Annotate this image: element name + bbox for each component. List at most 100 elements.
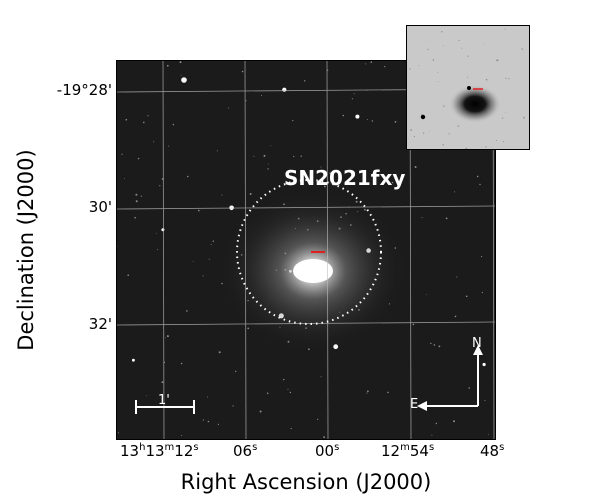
inset-background-star [485, 146, 487, 148]
background-star [249, 193, 252, 195]
background-star [454, 191, 456, 193]
inset-background-star [496, 140, 498, 141]
inset-background-star [465, 147, 468, 149]
inset-background-star [429, 130, 431, 132]
background-star [127, 274, 129, 276]
background-star [137, 157, 140, 160]
inset-background-star [485, 78, 488, 81]
background-star [283, 378, 285, 381]
background-star [384, 66, 386, 68]
background-star [431, 434, 433, 436]
background-star [198, 209, 200, 212]
compass-north-label: N [472, 336, 482, 351]
background-star [221, 194, 223, 196]
background-star [187, 175, 189, 178]
background-star [351, 98, 353, 100]
background-star [259, 410, 262, 413]
background-star [132, 358, 135, 362]
background-star [426, 294, 427, 295]
background-star [370, 61, 373, 63]
background-star [153, 141, 155, 143]
background-star [147, 115, 149, 117]
background-star [181, 435, 183, 436]
background-star [179, 61, 182, 64]
scale-bar-label: 1' [158, 393, 170, 408]
ra-tick-label: 48s [480, 442, 505, 460]
background-star [391, 181, 394, 184]
background-star [192, 261, 194, 262]
background-star [320, 376, 322, 378]
inset-background-star [496, 59, 498, 61]
inset-background-star [521, 48, 523, 50]
background-star [293, 155, 295, 158]
background-star [232, 405, 234, 407]
background-star [481, 291, 483, 294]
background-star [135, 193, 138, 196]
background-star [168, 145, 170, 147]
background-star [435, 422, 437, 425]
background-star [166, 335, 169, 338]
background-star [421, 217, 423, 219]
background-star [430, 342, 432, 345]
inset-background-star [458, 39, 460, 41]
background-star [117, 432, 119, 434]
background-star [456, 276, 458, 278]
host-galaxy-core [293, 259, 333, 283]
background-star [121, 153, 123, 155]
background-star [289, 391, 292, 394]
compass-east-label: E [410, 397, 419, 412]
inset-background-star [467, 76, 469, 78]
background-star [453, 420, 455, 423]
inset-background-star [409, 68, 411, 70]
background-star [155, 232, 157, 234]
background-star [320, 166, 322, 168]
background-star [261, 94, 262, 96]
scale-bar [135, 400, 195, 414]
background-star [267, 168, 269, 170]
background-star [117, 245, 118, 247]
background-star [438, 345, 441, 348]
ra-tick-label: 12m54s [381, 442, 435, 460]
inset-background-star [457, 125, 459, 127]
background-star [445, 217, 448, 220]
background-star [487, 434, 489, 436]
inset-background-star [504, 28, 506, 30]
background-star [134, 216, 136, 219]
sky-image [117, 61, 495, 439]
background-star [218, 351, 221, 354]
background-star [342, 114, 345, 117]
background-star [481, 255, 483, 258]
inset-background-star [523, 116, 525, 119]
background-star [245, 100, 247, 102]
inset-background-star [505, 77, 507, 79]
background-star [324, 185, 326, 188]
background-star [355, 114, 360, 119]
background-star [371, 120, 373, 122]
inset-image [409, 28, 525, 149]
background-star [143, 121, 145, 124]
background-star [216, 150, 218, 152]
background-star [366, 119, 368, 121]
background-star [125, 118, 128, 121]
background-star [135, 200, 138, 203]
compass-arrows [417, 345, 483, 411]
background-star [241, 70, 244, 73]
background-star [202, 275, 204, 277]
background-star [366, 392, 368, 394]
background-star [292, 119, 294, 122]
background-star [266, 392, 269, 395]
background-star [253, 155, 255, 157]
background-star [202, 419, 204, 421]
background-star [300, 155, 302, 157]
background-star [145, 395, 147, 397]
background-star [317, 418, 319, 420]
ra-tick-label: 13h13m12s [120, 442, 199, 460]
inset-background-star [442, 45, 444, 46]
background-star [290, 427, 292, 430]
background-star [157, 249, 159, 251]
background-star [212, 240, 214, 242]
background-star [484, 400, 486, 401]
background-star [433, 344, 436, 346]
sn-name-label: SN2021fxy [284, 166, 406, 190]
inset-background-star [483, 43, 485, 45]
